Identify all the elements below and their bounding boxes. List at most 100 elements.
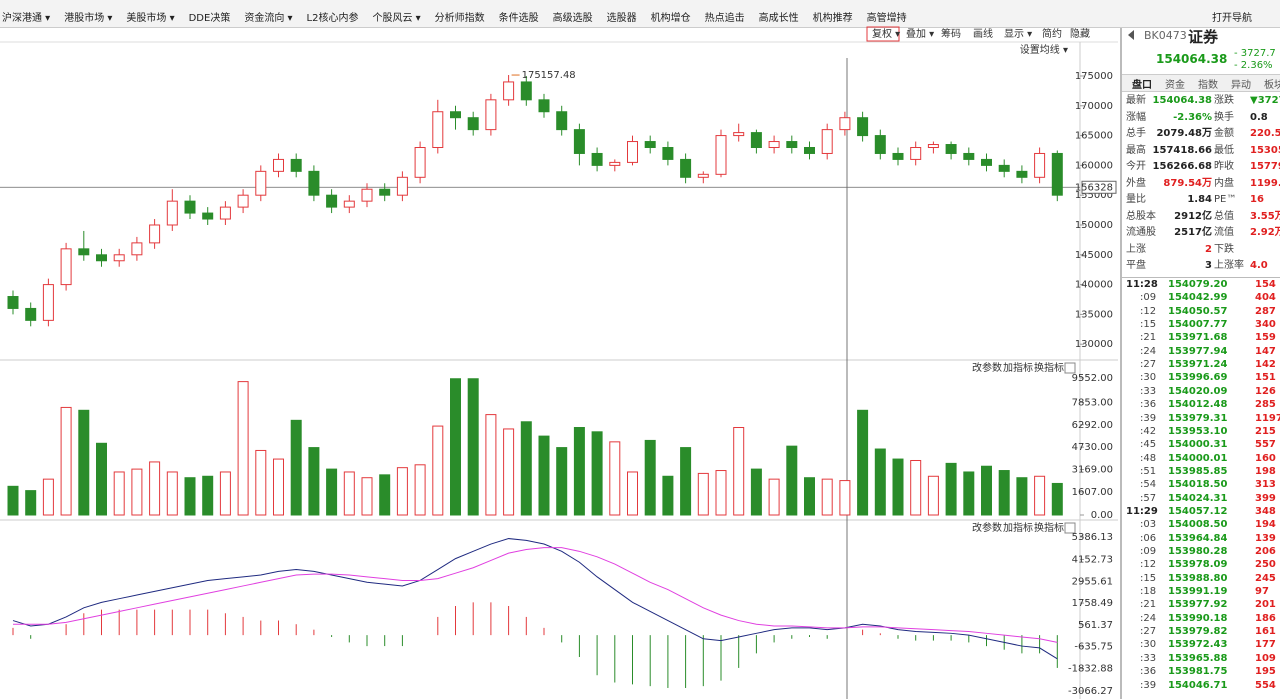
stat-value: 157792 — [1250, 161, 1280, 172]
menu-item[interactable]: 高成长性 — [758, 13, 799, 24]
stat-label: 总股本 — [1126, 210, 1156, 222]
panel-tool[interactable]: 加指标 — [1003, 521, 1033, 534]
trade-price: 153990.18 — [1168, 612, 1228, 624]
trade-time: :12 — [1140, 305, 1157, 317]
toolbar-item[interactable]: 显示 ▾ — [1004, 28, 1032, 40]
trade-price: 153977.94 — [1168, 345, 1228, 357]
tab[interactable]: 盘口 — [1132, 80, 1152, 91]
stat-value: 2517亿 — [1174, 227, 1212, 238]
volume-bar — [662, 475, 674, 516]
trade-row: :21 153977.92 201 — [1122, 598, 1280, 611]
menu-item[interactable]: 个股风云 ▾ — [372, 13, 421, 24]
trade-row: :15 153988.80 245 — [1122, 572, 1280, 585]
y-tick-label: 145000 — [1075, 250, 1113, 261]
panel-tool[interactable]: 改参数 — [972, 521, 1002, 534]
candle — [750, 132, 762, 149]
tab[interactable]: 指数 — [1198, 80, 1218, 91]
trade-price: 153978.09 — [1168, 559, 1228, 571]
panel-tool[interactable]: 换指标 — [1034, 361, 1064, 374]
close-btn[interactable] — [1064, 362, 1076, 374]
menu-item[interactable]: 港股市场 ▾ — [64, 13, 113, 24]
toolbar-item[interactable]: 画线 — [973, 27, 993, 40]
trade-row: :57 154024.31 399 — [1122, 492, 1280, 505]
trade-volume: 348 — [1255, 505, 1276, 517]
trade-time: :18 — [1140, 586, 1157, 598]
stat-label: 外盘 — [1126, 177, 1146, 189]
trade-time: :39 — [1140, 412, 1157, 424]
menu-item[interactable]: 资金流向 ▾ — [244, 13, 293, 24]
y-tick-label: 175000 — [1075, 71, 1113, 82]
ma-setting[interactable]: 设置均线 ▾ — [1020, 43, 1068, 56]
tab[interactable]: 异动 — [1231, 80, 1251, 91]
stat-row: 平盘 3 上涨率 4.0 — [1122, 258, 1280, 274]
trade-time: :06 — [1140, 532, 1157, 544]
volume-bar — [874, 448, 886, 516]
trade-time: :24 — [1140, 345, 1157, 357]
tab-bar — [1122, 74, 1280, 92]
panel-tool[interactable]: 改参数 — [972, 361, 1002, 374]
nav-link[interactable]: 打开导航 — [1212, 13, 1252, 24]
toolbar-item[interactable]: 隐藏 — [1070, 28, 1090, 40]
y-tick-label: 4730.00 — [1072, 442, 1113, 453]
volume-bar — [379, 474, 391, 516]
trade-volume: 206 — [1255, 546, 1276, 557]
y-tick-label: 160000 — [1075, 160, 1113, 171]
trade-time: 11:29 — [1126, 505, 1158, 517]
menu-item[interactable]: 选股器 — [606, 13, 637, 24]
panel-tool[interactable]: 换指标 — [1034, 521, 1064, 534]
y-tick-label: 2955.61 — [1072, 576, 1113, 587]
candle — [113, 254, 125, 262]
menu-item[interactable]: L2核心内参 — [306, 13, 359, 24]
candle — [219, 206, 231, 220]
candle — [981, 158, 992, 166]
trade-price: 153991.19 — [1168, 586, 1228, 598]
trade-price: 153977.92 — [1168, 599, 1228, 611]
toolbar-item[interactable]: 简约 — [1042, 27, 1062, 40]
stat-value: 153051 — [1250, 144, 1280, 156]
quote-panel: BK0473 证券 154064.38 - 3727.7- 2.36% 盘口 资金 指数 异动… — [1120, 28, 1280, 699]
tab[interactable]: 板块 — [1264, 80, 1280, 91]
trade-row: :12 154050.57 287 — [1122, 305, 1280, 318]
candle — [697, 173, 709, 178]
menu-item[interactable]: 机构增仓 — [650, 13, 691, 24]
change-pct: - 2.36% — [1234, 60, 1273, 71]
trade-volume: 1197 — [1255, 412, 1280, 424]
stat-label: 总手 — [1126, 128, 1146, 139]
menu-item[interactable]: 高级选股 — [552, 13, 593, 24]
toolbar-item[interactable]: 复权 ▾ — [872, 27, 900, 40]
menu-item[interactable]: 机构推荐 — [812, 13, 853, 24]
candle — [715, 135, 727, 175]
stat-value: 879.54万 — [1163, 177, 1212, 189]
menu-item[interactable]: 分析师指数 — [434, 13, 485, 24]
close-btn[interactable] — [1064, 522, 1076, 534]
candle — [184, 200, 196, 214]
candle — [821, 129, 833, 154]
volume-bar — [945, 462, 957, 516]
trade-price: 153971.68 — [1168, 332, 1228, 344]
trade-time: :09 — [1140, 546, 1157, 557]
y-tick-label: 9552.00 — [1072, 373, 1113, 384]
trade-volume: 151 — [1255, 372, 1276, 384]
candle — [467, 117, 479, 131]
menu-item[interactable]: 热点追击 — [704, 13, 745, 24]
volume-bar — [804, 477, 815, 516]
toolbar-item[interactable]: 筹码 — [941, 27, 961, 40]
trade-price: 153971.24 — [1168, 359, 1228, 371]
stat-row: 总手 2079.48万 金额 220.5 — [1122, 126, 1280, 142]
menu-item[interactable]: 沪深港通 ▾ — [2, 13, 51, 24]
tab[interactable]: 资金 — [1165, 80, 1185, 91]
menu-item[interactable]: 美股市场 ▾ — [126, 13, 175, 24]
menu-item[interactable]: 高管增持 — [866, 13, 907, 24]
y-tick-label: 6292.00 — [1072, 420, 1113, 431]
volume-bar — [892, 458, 904, 516]
stat-label: 最新 — [1126, 95, 1146, 106]
stat-label: 换手 — [1214, 111, 1234, 123]
panel-tool[interactable]: 加指标 — [1003, 361, 1033, 374]
toolbar-item[interactable]: 叠加 ▾ — [906, 28, 934, 40]
menu-item[interactable]: DDE决策 — [188, 13, 231, 24]
trade-time: :24 — [1140, 612, 1157, 624]
menu-item[interactable]: 条件选股 — [498, 13, 539, 24]
volume-bar — [78, 409, 90, 516]
